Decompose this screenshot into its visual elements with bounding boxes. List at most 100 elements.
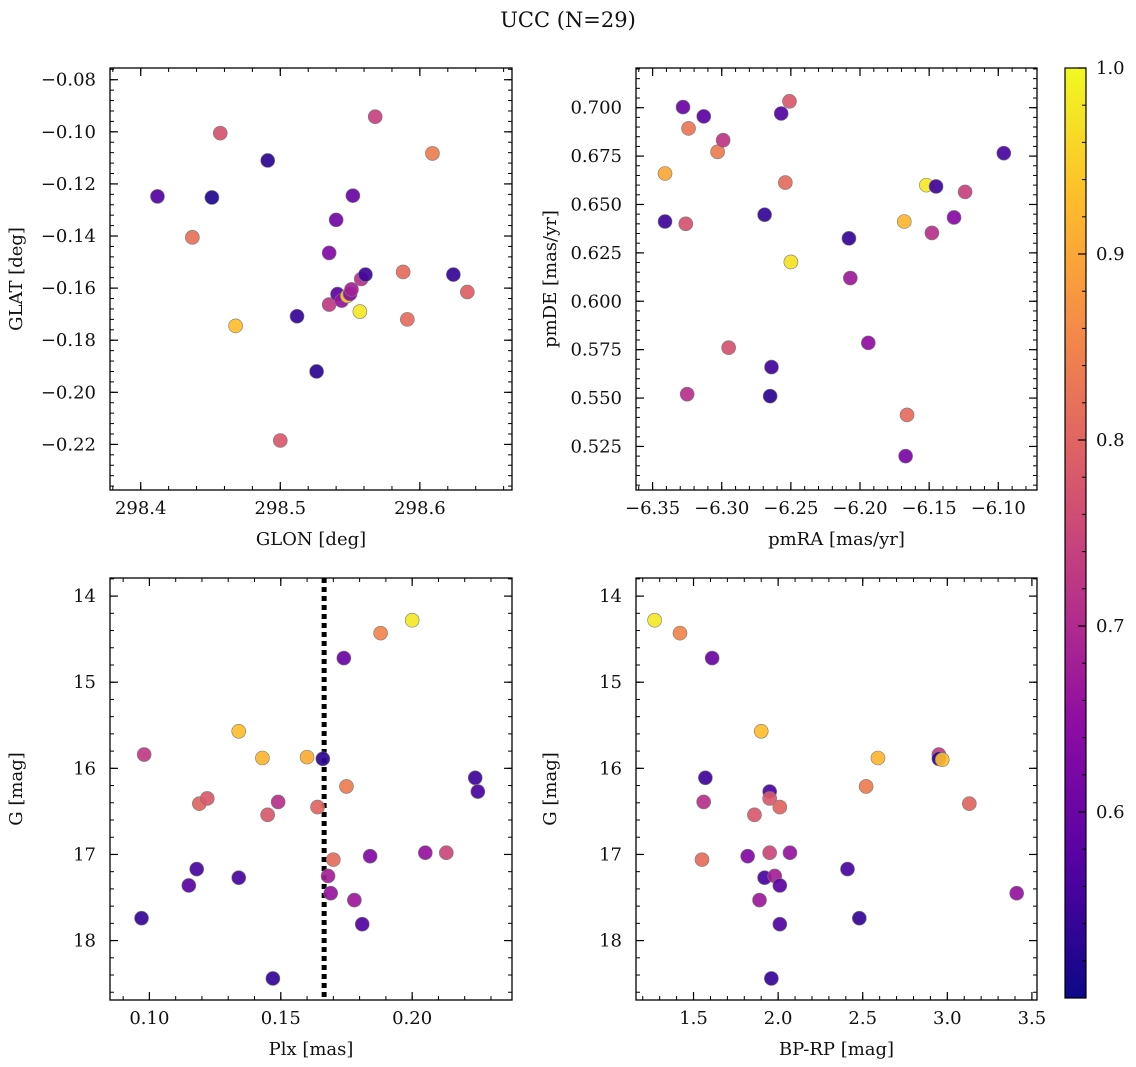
y-tick-label: −0.22	[41, 434, 96, 455]
colorbar-tick-label: 1.0	[1096, 58, 1125, 79]
y-tick-label: 14	[599, 586, 622, 607]
scatter-point	[373, 625, 388, 641]
scatter-point	[134, 910, 149, 926]
axes-frame	[109, 577, 513, 1001]
scatter-point	[957, 184, 973, 200]
subplot-4: 1.5 2.0 2.5 3.0 3.5 14 15 16 17 18 BP-RP [mag] G [m…	[540, 577, 1047, 1060]
scatter-point	[762, 845, 777, 861]
x-axis-label: pmRA [mas/yr]	[768, 529, 905, 550]
scatter-point	[460, 284, 475, 300]
scatter-point	[289, 308, 305, 324]
scatter-point	[870, 750, 886, 766]
scatter-point	[400, 312, 415, 327]
y-tick-label: 14	[73, 586, 96, 607]
scatter-point	[299, 749, 315, 765]
scatter-point	[681, 121, 696, 136]
y-tick-label: −0.08	[41, 70, 96, 91]
x-tick-label: 3.0	[933, 1008, 962, 1029]
y-tick-label: −0.16	[41, 278, 96, 299]
scatter-point	[185, 230, 200, 245]
scatter-point	[417, 845, 433, 861]
colorbar-tick-label: 0.6	[1096, 802, 1125, 823]
scatter-point	[1009, 885, 1024, 901]
axes-frame	[635, 67, 1038, 491]
scatter-point	[896, 214, 912, 229]
y-tick-label: −0.14	[41, 226, 96, 247]
y-tick-label: 0.550	[570, 388, 622, 409]
scatter-point	[446, 267, 461, 282]
colorbar-tick-label: 0.8	[1096, 430, 1125, 451]
colorbar-bar	[1064, 67, 1087, 999]
x-tick-label: −6.25	[763, 498, 818, 519]
y-tick-label: 17	[73, 844, 96, 865]
subplot-3: 0.10 0.15 0.20 14 15 16 17 18 Plx [mas] G [mag]	[6, 577, 513, 1060]
scatter-point	[395, 264, 411, 280]
x-tick-label: 298.5	[255, 498, 307, 519]
x-tick-label: 3.5	[1018, 1008, 1047, 1029]
x-axis-label: GLON [deg]	[256, 529, 366, 550]
scatter-point	[345, 188, 361, 203]
scatter-point	[367, 109, 383, 125]
y-axis-label: G [mag]	[6, 752, 27, 825]
scatter-point	[764, 971, 779, 986]
scatter-point	[181, 878, 197, 893]
scatter-point	[898, 448, 913, 464]
scatter-point	[753, 723, 769, 739]
scatter-point	[962, 796, 977, 811]
scatter-point	[772, 916, 788, 932]
scatter-point	[657, 214, 673, 229]
x-tick-label: 298.6	[394, 498, 446, 519]
scatter-point	[136, 747, 152, 762]
scatter-point	[715, 132, 731, 148]
scatter-point	[840, 861, 855, 877]
scatter-point	[470, 784, 486, 799]
scatter-point	[762, 791, 777, 806]
y-tick-label: 15	[73, 672, 96, 693]
x-tick-label: 1.5	[679, 1008, 708, 1029]
scatter-point	[212, 125, 228, 141]
colorbar-tick-label: 0.7	[1096, 616, 1125, 637]
scatter-point	[189, 861, 205, 877]
axes-frame	[635, 577, 1038, 1001]
y-tick-label: 0.650	[570, 194, 622, 215]
scatter-point	[315, 751, 331, 767]
scatter-point	[694, 852, 710, 867]
scatter-point	[404, 612, 420, 628]
scatter-point	[852, 910, 867, 926]
y-tick-label: 18	[73, 931, 96, 952]
x-tick-label: 0.20	[392, 1008, 432, 1029]
scatter-point	[841, 231, 857, 246]
scatter-point	[309, 364, 324, 379]
y-axis-label: GLAT [deg]	[6, 227, 27, 331]
y-tick-label: 0.675	[570, 146, 622, 167]
scatter-point	[362, 848, 378, 864]
y-tick-label: 16	[73, 758, 96, 779]
x-axis-label: Plx [mas]	[269, 1039, 354, 1060]
scatter-point	[150, 189, 165, 204]
scatter-point	[861, 335, 876, 351]
scatter-point	[199, 791, 215, 806]
scatter-point	[721, 340, 736, 356]
axes-frame	[109, 67, 513, 491]
y-tick-label: 0.525	[570, 436, 622, 457]
scatter-point	[704, 650, 720, 666]
scatter-point	[344, 282, 359, 297]
scatter-point	[657, 166, 673, 181]
colorbar: 0.6 0.7 0.8 0.9 1.0	[1064, 58, 1125, 999]
scatter-point	[228, 318, 243, 334]
x-tick-label: 0.10	[129, 1008, 169, 1029]
scatter-point	[354, 916, 370, 932]
scatter-point	[928, 179, 944, 194]
scatter-point	[752, 892, 767, 908]
scatter-point	[843, 270, 858, 286]
scatter-point	[747, 807, 762, 823]
scatter-point	[782, 845, 798, 861]
figure-title: UCC (N=29)	[500, 8, 636, 32]
x-tick-label: 298.4	[115, 498, 167, 519]
scatter-point	[772, 878, 788, 893]
y-tick-label: −0.12	[41, 174, 96, 195]
scatter-point	[696, 794, 711, 810]
scatter-point	[321, 245, 337, 261]
scatter-point	[647, 612, 662, 628]
